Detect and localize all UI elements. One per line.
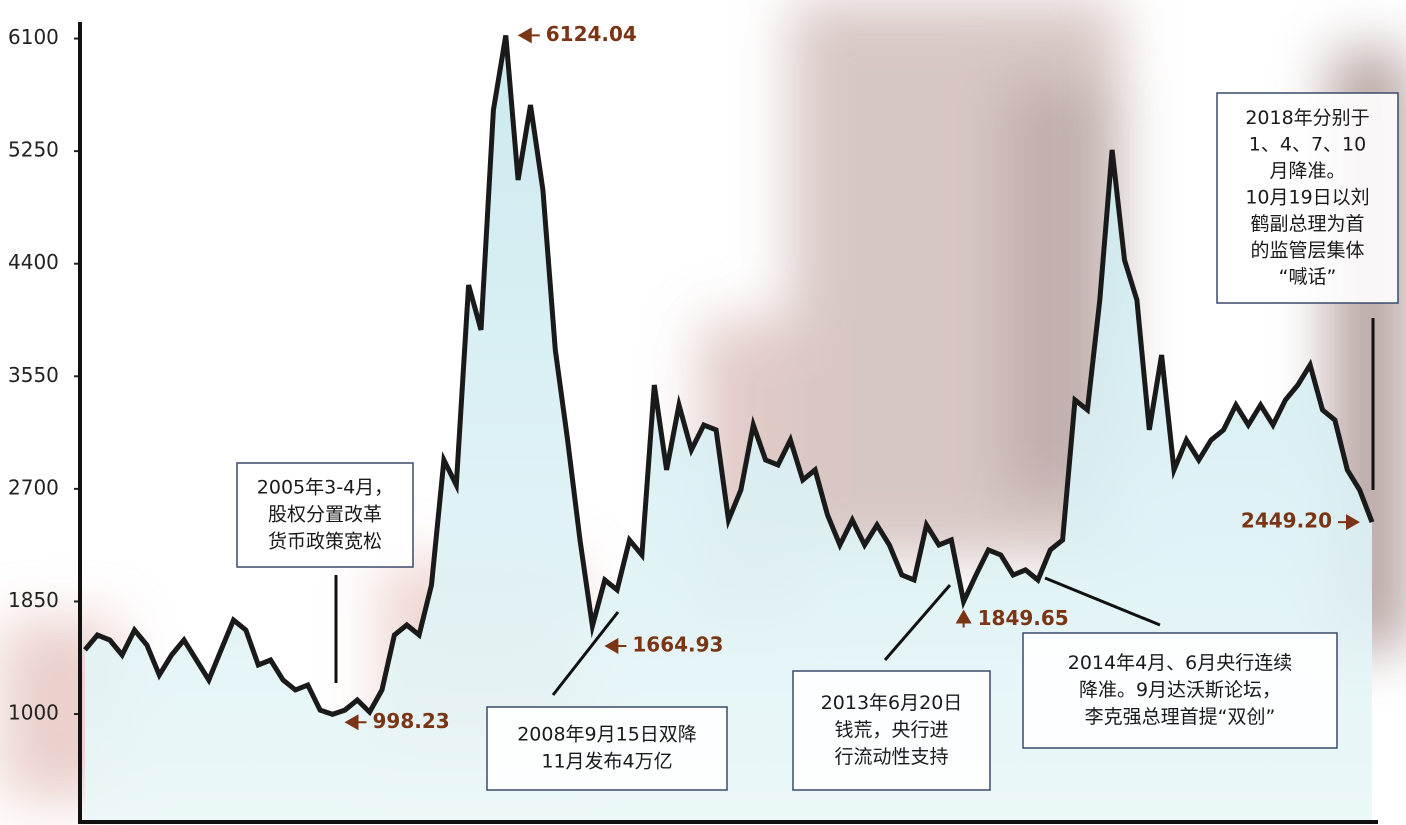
value-label: 1849.65 [978, 606, 1069, 630]
area-fill [85, 35, 1372, 820]
annotation-text: 10月19日以刘 [1245, 187, 1369, 209]
annotation-text: 2018年分别于 [1245, 107, 1369, 129]
annotation: 2008年9月15日双降 11月发布4万亿 [486, 611, 728, 791]
annotation-box [486, 706, 728, 791]
y-tick-label: 5250 [8, 138, 59, 162]
annotation-text: 2014年4月、6月央行连续 [1068, 652, 1293, 674]
annotation-box [1022, 632, 1338, 749]
annotation-text: 2008年9月15日双降 [517, 724, 697, 746]
annotation-text: 11月发布4万亿 [541, 751, 672, 773]
annotation-text: 2005年3-4月， [257, 477, 393, 499]
annotation-text: 行流动性支持 [834, 746, 948, 768]
annotation-text: 月降准。 [1269, 160, 1345, 182]
annotation-text: 的监管层集体 [1250, 240, 1364, 262]
annotation-text: “喊话” [1279, 266, 1337, 288]
y-tick-label: 2700 [8, 475, 59, 499]
annotation-box [236, 462, 414, 568]
value-label: 1664.93 [632, 632, 723, 656]
annotation-box [792, 670, 991, 791]
annotation-leader [883, 584, 952, 661]
y-tick-label: 3550 [8, 363, 59, 387]
annotation-text: 货币政策宽松 [268, 531, 382, 553]
value-label: 6124.04 [546, 22, 637, 46]
annotation-text: 股权分置改革 [268, 504, 382, 526]
annotation-text: 鹤副总理为首 [1250, 213, 1364, 235]
annotation-box [1216, 92, 1399, 304]
plot: 998.23 6124.04 1664.93 1849.65 2449.20 1000 18… [8, 22, 1399, 824]
y-tick-label: 1000 [8, 701, 59, 725]
value-label: 998.23 [373, 709, 450, 733]
annotation-text: 1、4、7、10 [1249, 134, 1366, 156]
line [83, 34, 1375, 717]
annotation-leader [1044, 576, 1161, 627]
annotation-text: 钱荒，央行进 [834, 719, 948, 741]
annotation-text: 降准。9月达沃斯论坛， [1079, 679, 1281, 701]
annotation: 2018年分别于 1、4、7、10 月降准。 10月19日以刘鹤副总理为首的监管层集体… [1216, 92, 1399, 490]
y-tick-label: 1850 [8, 588, 59, 612]
y-tick-label: 4400 [8, 250, 59, 274]
value-label: 2449.20 [1241, 509, 1332, 533]
annotation-leader [551, 611, 620, 696]
annotation-text: 2013年6月20日 [821, 692, 963, 714]
y-tick-label: 6100 [8, 25, 59, 49]
annotation-text: 李克强总理首提“双创” [1085, 706, 1276, 728]
